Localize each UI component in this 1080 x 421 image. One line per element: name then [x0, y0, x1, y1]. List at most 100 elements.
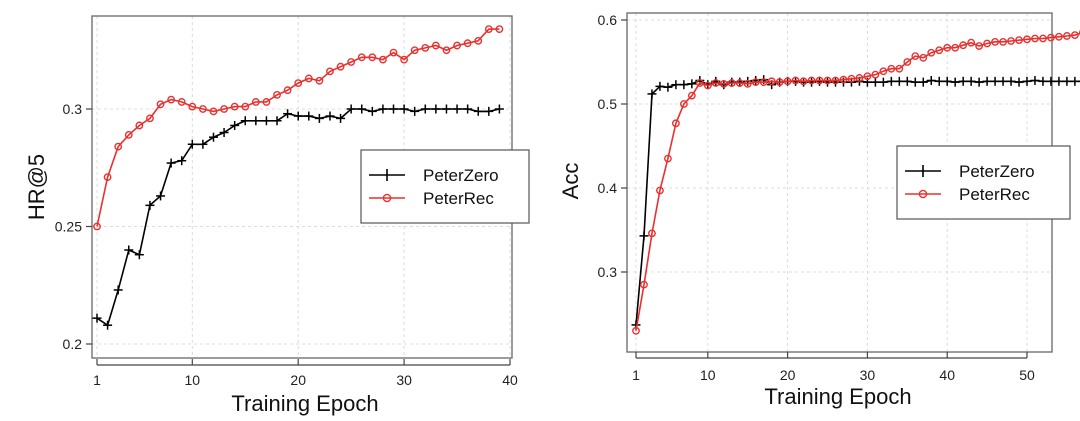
x-tick-label: 10	[185, 372, 201, 388]
y-tick-label: 0.3	[598, 264, 618, 280]
data-point-peterrec	[1031, 34, 1039, 43]
x-axis-title: Training Epoch	[231, 391, 378, 416]
data-point-peterrec	[453, 41, 461, 50]
data-point-peterrec	[751, 78, 760, 87]
data-point-peterzero	[177, 156, 187, 166]
data-point-peterzero	[1022, 76, 1032, 86]
data-point-peterrec	[711, 79, 720, 87]
data-point-peterrec	[999, 37, 1007, 46]
data-point-peterrec	[935, 46, 944, 55]
data-point-peterrec	[703, 81, 712, 90]
y-tick-label: 0.2	[63, 336, 83, 352]
data-point-peterzero	[124, 245, 134, 255]
data-point-peterrec	[911, 52, 920, 61]
data-point-peterzero	[240, 116, 250, 126]
data-point-peterzero	[113, 285, 123, 295]
data-point-peterzero	[473, 106, 483, 116]
data-point-peterzero	[918, 77, 928, 87]
data-point-peterrec	[783, 77, 792, 86]
data-point-peterrec	[863, 72, 872, 81]
data-point-peterrec	[400, 55, 409, 64]
data-point-peterrec	[983, 39, 992, 48]
legend: PeterZero PeterRec	[896, 145, 1071, 220]
data-point-peterzero	[283, 109, 293, 119]
data-point-peterzero	[463, 104, 473, 114]
data-point-peterzero	[261, 116, 271, 126]
data-point-peterrec	[389, 48, 398, 57]
data-point-peterrec	[1015, 36, 1023, 45]
data-point-peterrec	[188, 102, 197, 111]
data-point-peterzero	[420, 104, 430, 114]
data-point-peterzero	[655, 81, 665, 91]
y-tick-label: 0.25	[55, 219, 82, 235]
data-point-peterzero	[441, 104, 451, 114]
accuracy-chart: 1 10 20 30 40 50 0.3 0.4 0.5 0.6 Training Epoch Acc…	[558, 12, 1080, 409]
data-point-peterrec	[93, 222, 101, 231]
data-point-peterrec	[336, 62, 345, 71]
data-point-peterzero	[484, 106, 494, 116]
data-point-peterzero	[314, 113, 324, 123]
data-point-peterzero	[1014, 77, 1024, 87]
data-point-peterrec	[927, 48, 936, 57]
data-point-peterzero	[389, 104, 399, 114]
data-point-peterrec	[262, 98, 271, 106]
data-point-peterrec	[124, 130, 133, 139]
data-point-peterzero	[378, 104, 388, 114]
data-point-peterrec	[421, 44, 430, 52]
data-point-peterrec	[379, 55, 387, 64]
data-point-peterzero	[431, 104, 441, 114]
data-point-peterzero	[410, 106, 420, 116]
data-point-peterrec	[895, 64, 904, 73]
y-tick-label: 0.6	[598, 12, 618, 28]
data-point-peterrec	[347, 58, 356, 66]
data-point-peterrec	[791, 76, 800, 85]
hr-at-5-chart: 1 10 20 30 40 0.2 0.25 0.3 Training Epoch HR@5 Pet…	[24, 15, 530, 416]
data-point-peterzero	[272, 116, 282, 126]
data-point-peterzero	[1046, 76, 1056, 86]
data-point-peterrec	[1047, 33, 1055, 42]
data-point-peterrec	[474, 36, 483, 45]
data-point-peterrec	[743, 79, 752, 88]
data-point-peterzero	[679, 80, 689, 90]
x-tick-label: 1	[632, 367, 640, 383]
data-point-peterzero	[1006, 76, 1016, 86]
data-point-peterrec	[230, 102, 239, 111]
y-axis-title: Acc	[558, 163, 583, 200]
data-point-peterrec	[831, 76, 840, 85]
data-point-peterzero	[452, 104, 462, 114]
legend-label-peterrec: PeterRec	[959, 185, 1030, 204]
data-point-peterzero	[974, 77, 984, 87]
data-point-peterzero	[671, 80, 681, 90]
data-point-peterzero	[304, 111, 314, 121]
data-point-peterrec	[241, 102, 250, 111]
legend-marker-peterrec	[918, 189, 928, 199]
data-point-peterzero	[910, 77, 920, 87]
data-point-peterrec	[679, 100, 688, 108]
data-point-peterrec	[664, 154, 672, 163]
data-point-peterrec	[951, 43, 960, 52]
data-point-peterrec	[775, 78, 784, 87]
data-point-peterrec	[799, 77, 808, 86]
data-point-peterrec	[903, 58, 912, 66]
data-point-peterzero	[399, 104, 409, 114]
data-point-peterzero	[894, 76, 904, 86]
data-point-peterzero	[145, 200, 155, 210]
data-point-peterrec	[959, 41, 968, 50]
data-point-peterzero	[219, 128, 229, 137]
data-point-peterzero	[1054, 76, 1064, 86]
y-tick-label: 0.5	[598, 96, 618, 112]
x-tick-label: 20	[780, 367, 796, 383]
data-point-peterrec	[943, 43, 952, 52]
y-tick-label: 0.3	[63, 101, 83, 117]
data-point-peterzero	[156, 191, 166, 201]
data-point-peterrec	[156, 100, 165, 109]
data-point-peterrec	[146, 114, 154, 123]
data-point-peterrec	[640, 280, 648, 289]
data-point-peterrec	[495, 25, 504, 33]
x-tick-label: 40	[939, 367, 955, 383]
data-point-peterrec	[442, 46, 451, 55]
data-point-peterrec	[815, 76, 824, 85]
data-point-peterzero	[639, 231, 649, 241]
data-point-peterrec	[251, 98, 260, 106]
data-point-peterzero	[687, 79, 697, 89]
